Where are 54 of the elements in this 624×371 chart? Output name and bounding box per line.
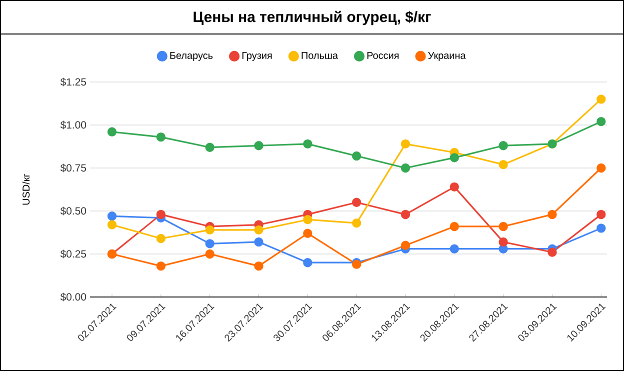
legend-label: Польша — [302, 52, 338, 59]
y-tick-label: $0.25 — [60, 250, 86, 258]
legend-label: Грузия — [242, 52, 272, 61]
point — [205, 225, 214, 235]
y-tick-label: $1.25 — [60, 78, 86, 86]
point — [107, 127, 117, 136]
point — [400, 139, 410, 149]
point — [596, 224, 606, 233]
point — [548, 248, 557, 257]
y-axis-title: USD/кг — [22, 174, 30, 205]
point — [303, 228, 312, 238]
point — [352, 218, 362, 228]
point — [254, 237, 264, 247]
point — [498, 237, 508, 247]
y-tick-label: $0.00 — [60, 292, 86, 302]
point — [450, 153, 459, 162]
point — [596, 94, 606, 104]
point — [352, 198, 362, 207]
point — [596, 210, 606, 220]
point — [400, 210, 410, 220]
y-tick-label: $0.75 — [60, 164, 86, 172]
point — [596, 163, 606, 173]
chart-title: Цены на тепличный огурец, $/кг — [194, 10, 431, 26]
point — [205, 249, 214, 259]
point — [254, 141, 264, 150]
point — [156, 261, 166, 271]
point — [400, 163, 410, 173]
point — [205, 142, 214, 152]
point — [498, 222, 508, 232]
point — [303, 214, 312, 224]
point — [254, 261, 264, 271]
point — [303, 258, 312, 268]
y-tick-label: $1.00 — [60, 120, 86, 130]
legend-label: Украина — [428, 52, 466, 61]
legend-label: Беларусь — [170, 52, 213, 61]
point — [107, 212, 117, 221]
point — [498, 141, 508, 150]
point — [303, 139, 312, 149]
point — [205, 239, 214, 248]
point — [450, 182, 459, 192]
point — [498, 160, 508, 170]
point — [107, 220, 117, 230]
point — [596, 116, 606, 126]
point — [156, 234, 166, 244]
point — [156, 132, 166, 142]
point — [450, 244, 459, 254]
point — [254, 225, 264, 235]
y-tick-label: $0.50 — [60, 206, 86, 216]
point — [156, 210, 166, 220]
point — [548, 210, 557, 220]
point — [352, 151, 362, 161]
point — [400, 240, 410, 250]
point — [450, 222, 459, 232]
legend-label: Россия — [367, 52, 399, 59]
